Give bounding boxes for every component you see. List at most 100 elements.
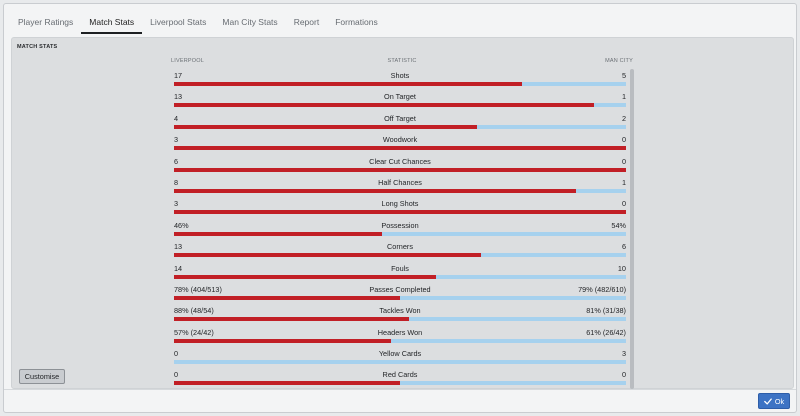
stat-label: Tackles Won: [379, 306, 421, 316]
mancity-value: 3: [621, 349, 626, 359]
liverpool-bar-fill: [174, 167, 626, 172]
stat-row: 4 Off Target 2: [174, 111, 626, 132]
liverpool-value: 8: [174, 177, 179, 187]
comparison-bar: [174, 124, 626, 129]
stat-row: 3 Long Shots 0: [174, 196, 626, 217]
mancity-value: 6: [621, 242, 626, 252]
stat-row: 57% (24/42) Headers Won 61% (26/42): [174, 325, 626, 346]
comparison-bar: [174, 317, 626, 322]
stat-row: 13 Corners 6: [174, 239, 626, 260]
comparison-bar: [174, 274, 626, 279]
mancity-value: 1: [621, 92, 626, 102]
liverpool-bar-fill: [174, 103, 595, 108]
column-headers: LIVERPOOL STATISTIC MAN CITY: [171, 58, 633, 66]
stat-label: Long Shots: [381, 199, 419, 209]
stat-row: 3 Woodwork 0: [174, 132, 626, 153]
stat-label: Passes Completed: [369, 284, 431, 294]
liverpool-bar-fill: [174, 295, 400, 300]
mancity-value: 0: [621, 156, 626, 166]
stat-row: 78% (404/513) Passes Completed 79% (482/61…: [174, 282, 626, 303]
statistic-column-header: STATISTIC: [387, 58, 417, 64]
comparison-bar: [174, 231, 626, 236]
liverpool-value: 88% (48/54): [174, 306, 214, 316]
tab-match-stats[interactable]: Match Stats: [81, 17, 143, 34]
mancity-column-header: MAN CITY: [605, 58, 633, 64]
liverpool-bar-fill: [174, 317, 410, 322]
stat-label: Woodwork: [382, 135, 418, 145]
liverpool-value: 14: [174, 263, 183, 273]
stat-row: 8 Half Chances 1: [174, 175, 626, 196]
stat-label: Off Target: [384, 113, 416, 123]
tab-man-city-stats[interactable]: Man City Stats: [222, 17, 278, 27]
tab-player-ratings[interactable]: Player Ratings: [18, 17, 74, 27]
stat-label: On Target: [384, 92, 416, 102]
tab-formations[interactable]: Formations: [335, 17, 378, 27]
liverpool-value: 0: [174, 370, 179, 380]
liverpool-bar-fill: [174, 338, 391, 343]
comparison-bar: [174, 82, 626, 86]
liverpool-bar-fill: [174, 381, 400, 386]
comparison-bar: [174, 381, 626, 386]
mancity-value: 54%: [611, 220, 626, 230]
stat-row: 17 Shots 5: [174, 68, 626, 89]
stat-row: 0 Yellow Cards 3: [174, 346, 626, 367]
comparison-bar: [174, 167, 626, 172]
section-title: MATCH STATS: [17, 44, 58, 50]
ok-label: Ok: [774, 396, 785, 406]
stat-row: 6 Clear Cut Chances 0: [174, 154, 626, 175]
mancity-value: 81% (31/38): [586, 306, 626, 316]
liverpool-bar-fill: [174, 188, 577, 193]
tab-report[interactable]: Report: [293, 17, 320, 27]
comparison-bar: [174, 295, 626, 300]
stat-label: Shots: [390, 71, 410, 80]
liverpool-bar-fill: [174, 253, 482, 258]
liverpool-value: 13: [174, 92, 183, 102]
liverpool-value: 3: [174, 135, 179, 145]
stats-scrollbar[interactable]: [630, 69, 634, 389]
stat-label: Clear Cut Chances: [369, 156, 431, 166]
comparison-bar: [174, 338, 626, 343]
liverpool-value: 17: [174, 71, 183, 80]
liverpool-bar-fill: [174, 124, 477, 129]
stat-label: Yellow Cards: [378, 349, 422, 359]
stat-row: 88% (48/54) Tackles Won 81% (31/38): [174, 303, 626, 324]
liverpool-bar-fill: [174, 274, 437, 279]
liverpool-value: 4: [174, 113, 179, 123]
mancity-value: 2: [621, 113, 626, 123]
liverpool-bar-fill: [174, 231, 382, 236]
stat-row: 14 Fouls 10: [174, 261, 626, 282]
liverpool-value: 13: [174, 242, 183, 252]
customise-button[interactable]: Customise: [19, 369, 65, 384]
mancity-value: 0: [621, 199, 626, 209]
liverpool-column-header: LIVERPOOL: [171, 58, 204, 64]
match-stats-window: Player Ratings Match Stats Liverpool Stats…: [3, 3, 797, 413]
stat-label: Possession: [381, 220, 419, 230]
liverpool-value: 46%: [174, 220, 189, 230]
stat-row: 0 Red Cards 0: [174, 367, 626, 388]
liverpool-bar-fill: [174, 210, 626, 215]
tab-liverpool-stats[interactable]: Liverpool Stats: [150, 17, 207, 27]
liverpool-value: 3: [174, 199, 179, 209]
match-stats-panel: MATCH STATS LIVERPOOL STATISTIC MAN CITY…: [11, 37, 794, 389]
mancity-value: 5: [621, 71, 626, 80]
comparison-bar: [174, 103, 626, 108]
comparison-bar: [174, 253, 626, 258]
stats-list: 17 Shots 5 13 On Target 1 4 Off Target 2 3 Woodwor…: [174, 68, 626, 390]
mancity-value: 10: [617, 263, 626, 273]
mancity-value: 79% (482/610): [578, 284, 626, 294]
checkmark-icon: [763, 397, 772, 405]
comparison-bar: [174, 146, 626, 151]
ok-button[interactable]: Ok: [758, 393, 790, 409]
stat-label: Headers Won: [377, 327, 423, 337]
comparison-bar: [174, 210, 626, 215]
comparison-bar: [174, 188, 626, 193]
mancity-value: 0: [621, 370, 626, 380]
comparison-bar: [174, 360, 626, 365]
stat-label: Half Chances: [378, 177, 422, 187]
liverpool-value: 78% (404/513): [174, 284, 222, 294]
mancity-value: 0: [621, 135, 626, 145]
stat-row: 46% Possession 54%: [174, 218, 626, 239]
liverpool-value: 57% (24/42): [174, 327, 214, 337]
mancity-value: 1: [621, 177, 626, 187]
stat-label: Red Cards: [382, 370, 418, 380]
